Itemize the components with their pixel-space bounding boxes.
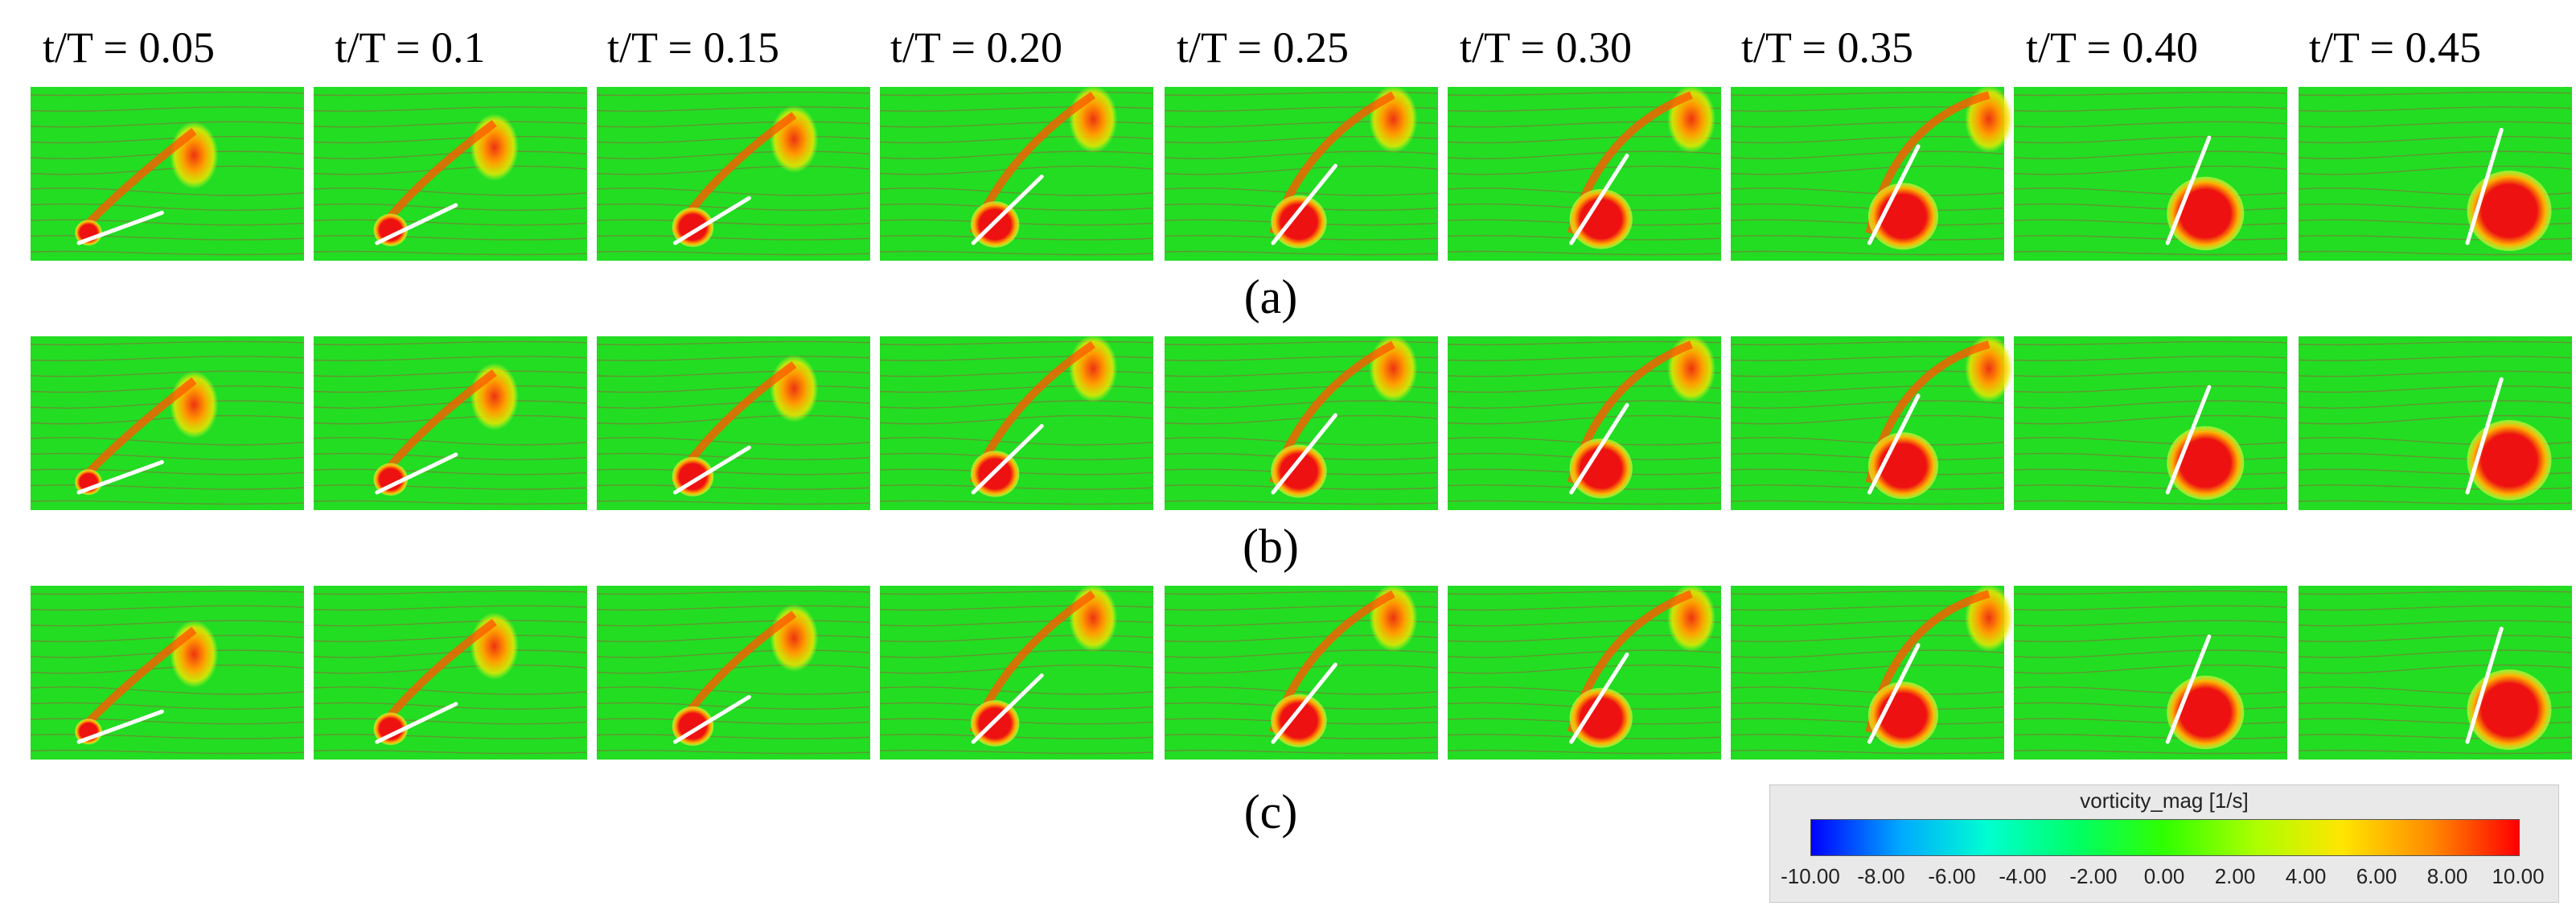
vorticity-frame	[879, 584, 1154, 760]
vorticity-frame	[30, 87, 305, 261]
vorticity-frame	[1447, 335, 1722, 510]
colorbar-tick: 10.00	[2492, 864, 2545, 888]
vorticity-frame	[1164, 85, 1439, 261]
time-label: t/T = 0.1	[335, 23, 486, 72]
vorticity-frame	[2013, 586, 2288, 760]
colorbar-tick: 0.00	[2143, 864, 2185, 888]
colorbar-tick: 2.00	[2214, 864, 2256, 888]
colorbar-tick: -2.00	[2069, 864, 2118, 888]
vorticity-frame	[30, 586, 305, 760]
time-label: t/T = 0.30	[1460, 23, 1632, 72]
vorticity-frame	[1730, 584, 2014, 760]
time-label: t/T = 0.20	[890, 23, 1062, 72]
row-label: (c)	[1243, 785, 1298, 838]
row-label: (b)	[1243, 520, 1299, 573]
time-label: t/T = 0.25	[1177, 23, 1349, 72]
time-label: t/T = 0.05	[43, 23, 215, 72]
vorticity-frame	[2298, 586, 2573, 760]
vorticity-frame	[1730, 335, 2014, 510]
colorbar-tick: -4.00	[1999, 864, 2047, 888]
colorbar-title: vorticity_mag [1/s]	[2080, 789, 2249, 813]
vorticity-frame	[879, 85, 1154, 261]
colorbar-tick: 4.00	[2285, 864, 2327, 888]
colorbar-tick: -6.00	[1928, 864, 1976, 888]
colorbar-tick: 6.00	[2356, 864, 2397, 888]
vorticity-frame	[1447, 85, 1722, 261]
vorticity-frame	[596, 336, 871, 510]
colorbar-tick: 8.00	[2426, 864, 2468, 888]
vorticity-frame	[2013, 87, 2288, 261]
vorticity-frame	[313, 87, 588, 261]
vorticity-frame	[2298, 87, 2573, 261]
time-label: t/T = 0.45	[2309, 23, 2481, 72]
vorticity-frame	[30, 336, 305, 510]
vorticity-frame	[596, 586, 871, 760]
row-label: (a)	[1243, 270, 1298, 323]
colorbar-tick: -8.00	[1857, 864, 1905, 888]
vorticity-frame	[1730, 85, 2014, 261]
colorbar-gradient	[1810, 819, 2520, 856]
time-label: t/T = 0.15	[607, 23, 779, 72]
vorticity-frame	[879, 335, 1154, 510]
vorticity-frame	[1164, 335, 1439, 510]
vorticity-frame	[313, 586, 588, 760]
vorticity-frame	[596, 87, 871, 261]
colorbar-tick: -10.00	[1781, 864, 1840, 888]
time-label: t/T = 0.35	[1741, 23, 1913, 72]
vorticity-frame	[1447, 584, 1722, 760]
vorticity-frame	[2013, 336, 2288, 510]
vorticity-frame	[2298, 336, 2573, 510]
time-label: t/T = 0.40	[2026, 23, 2198, 72]
colorbar-legend: vorticity_mag [1/s] -10.00 -8.00 -6.00 -4.0…	[1769, 784, 2559, 903]
vorticity-frame	[1164, 584, 1439, 760]
vorticity-frame	[313, 336, 588, 510]
